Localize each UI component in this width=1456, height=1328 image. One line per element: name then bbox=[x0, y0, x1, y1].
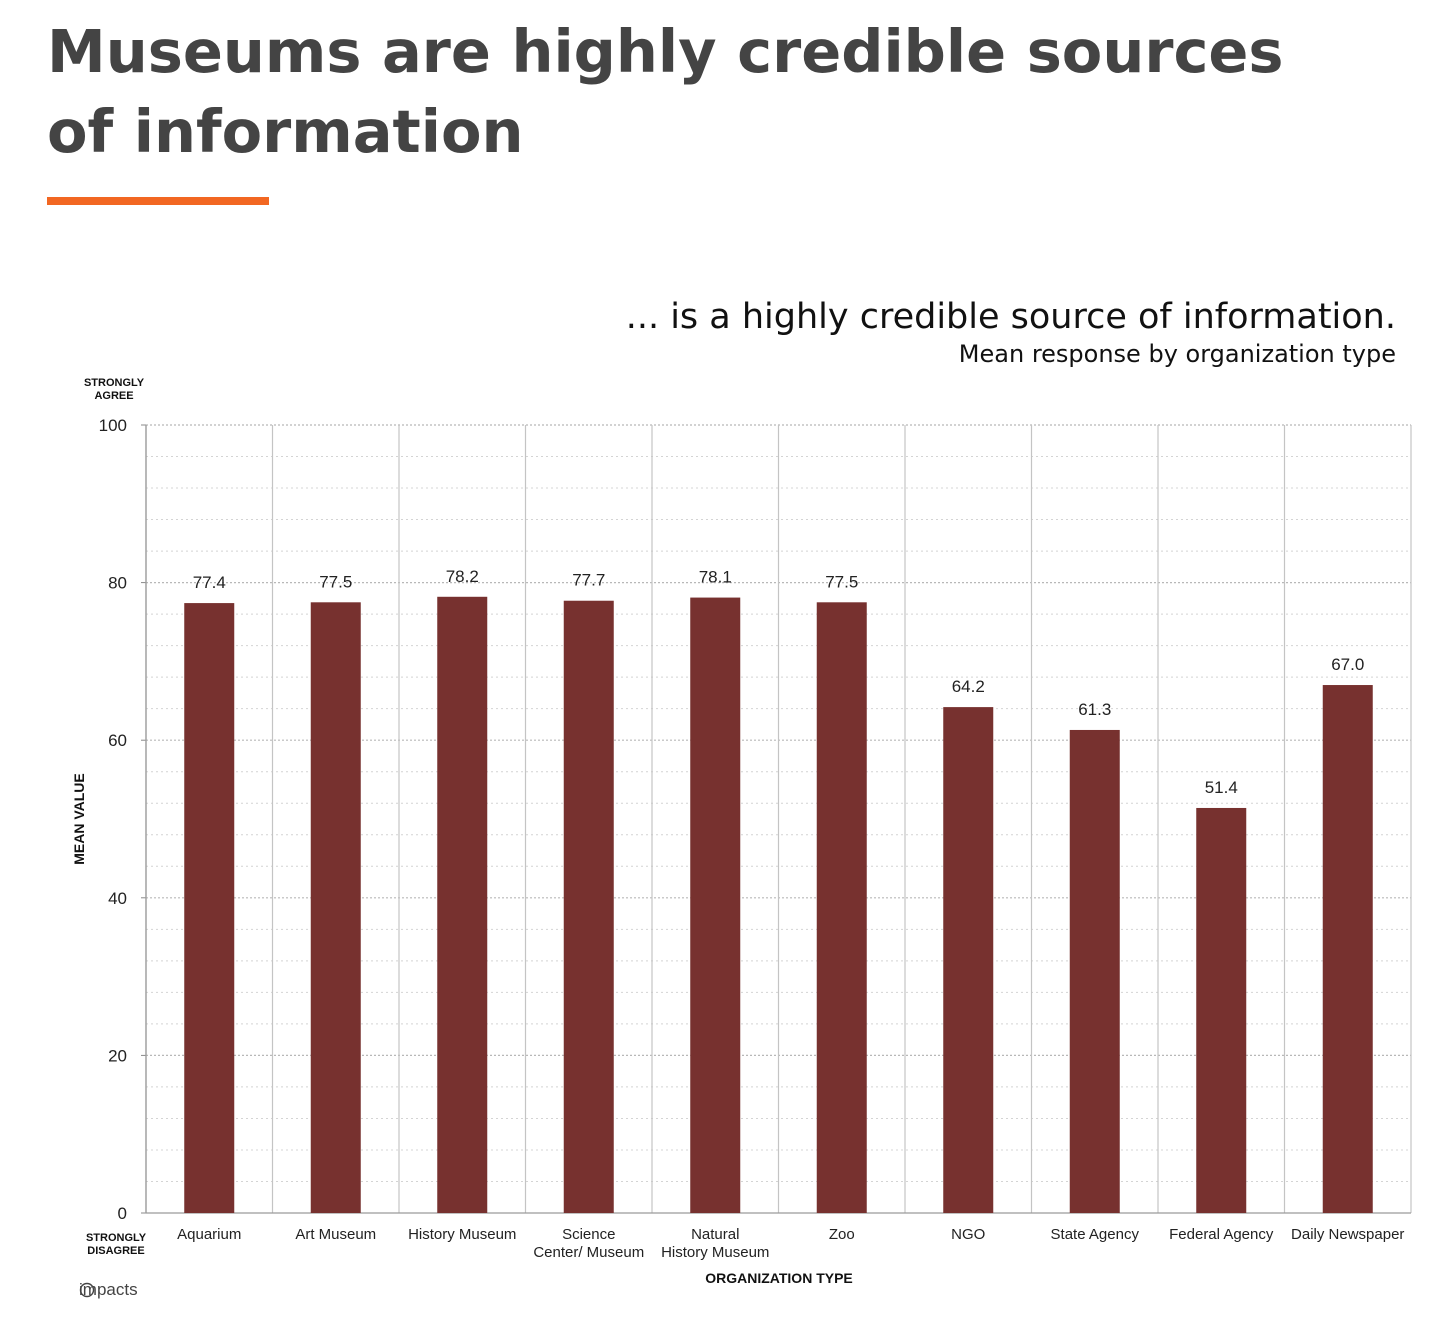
data-label: 77.7 bbox=[572, 571, 605, 590]
data-label: 64.2 bbox=[952, 677, 985, 696]
x-tick-label: Federal Agency bbox=[1169, 1226, 1274, 1243]
x-tick-label: Art Museum bbox=[295, 1226, 376, 1243]
x-tick-label: State Agency bbox=[1051, 1226, 1140, 1243]
bar bbox=[1322, 685, 1373, 1213]
x-tick-label: History Museum bbox=[661, 1244, 769, 1261]
x-tick-label: Science bbox=[562, 1226, 615, 1243]
x-tick-label: Center/ Museum bbox=[533, 1244, 644, 1261]
data-label: 78.1 bbox=[699, 568, 732, 587]
x-tick-label: Zoo bbox=[829, 1226, 855, 1243]
bar bbox=[816, 602, 867, 1213]
data-label: 78.2 bbox=[446, 567, 479, 586]
x-axis-label: ORGANIZATION TYPE bbox=[705, 1270, 853, 1286]
title-accent-rule bbox=[47, 197, 269, 205]
x-tick-label: NGO bbox=[951, 1226, 985, 1243]
data-label: 61.3 bbox=[1078, 700, 1111, 719]
bar bbox=[1069, 729, 1120, 1213]
page-title: Museums are highly credible sources of i… bbox=[47, 17, 1284, 166]
data-label: 51.4 bbox=[1205, 778, 1238, 797]
bar bbox=[310, 602, 361, 1213]
bar bbox=[184, 603, 235, 1213]
labels: 0 20 40 60 80 100 77.4 Aquarium 77.5 Art Museum 78… bbox=[99, 416, 1405, 1261]
y-tick-label: 0 bbox=[118, 1204, 127, 1223]
logo-text: impacts bbox=[79, 1280, 138, 1299]
bar bbox=[563, 600, 614, 1213]
chart-subtitle: Mean response by organization type bbox=[959, 340, 1396, 368]
x-tick-label: Aquarium bbox=[177, 1226, 241, 1243]
y-tick-label: 60 bbox=[108, 731, 127, 750]
y-axis-label: MEAN VALUE bbox=[71, 773, 87, 865]
x-tick-label: History Museum bbox=[408, 1226, 516, 1243]
y-bottom-label: STRONGLY DISAGREE bbox=[86, 1232, 147, 1257]
bar bbox=[437, 596, 488, 1213]
data-label: 77.5 bbox=[825, 572, 858, 591]
y-tick-label: 80 bbox=[108, 574, 127, 593]
logo-circle-icon bbox=[79, 1282, 95, 1298]
data-label: 77.5 bbox=[319, 572, 352, 591]
data-label: 77.4 bbox=[193, 573, 226, 592]
data-label: 67.0 bbox=[1331, 655, 1364, 674]
impacts-logo: impacts bbox=[79, 1280, 138, 1299]
bar bbox=[943, 707, 994, 1213]
bars bbox=[184, 596, 1373, 1213]
bar bbox=[1196, 807, 1247, 1213]
x-tick-label: Daily Newspaper bbox=[1291, 1226, 1404, 1243]
bar bbox=[690, 597, 741, 1213]
y-tick-label: 20 bbox=[108, 1046, 127, 1065]
chart-title: ... is a highly credible source of infor… bbox=[626, 297, 1396, 337]
y-top-label: STRONGLY AGREE bbox=[84, 377, 145, 402]
x-tick-label: Natural bbox=[691, 1226, 739, 1243]
y-tick-label: 40 bbox=[108, 889, 127, 908]
y-tick-label: 100 bbox=[99, 416, 127, 435]
